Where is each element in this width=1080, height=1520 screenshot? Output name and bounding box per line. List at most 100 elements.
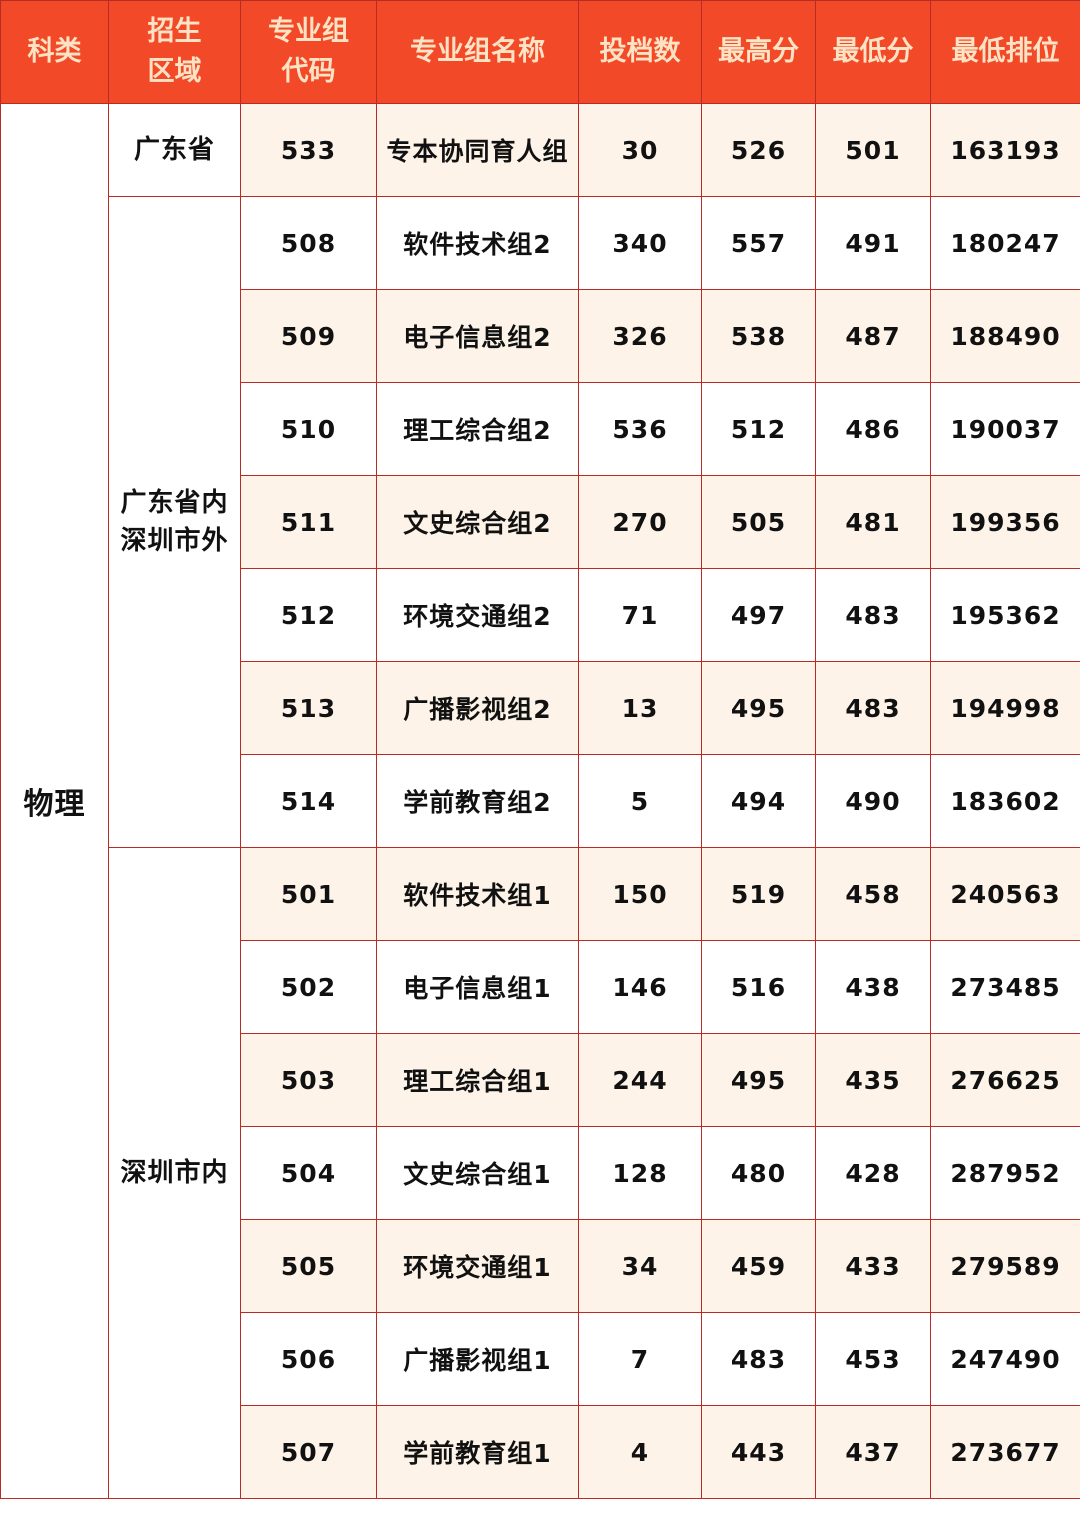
admitted-count-cell: 536	[578, 382, 702, 476]
admitted-count-cell: 5	[578, 754, 702, 848]
max-score-cell: 519	[701, 847, 816, 941]
group-name-cell: 学前教育组1	[376, 1405, 579, 1499]
group-name-cell: 软件技术组1	[376, 847, 579, 941]
min-score-header: 最低分	[815, 0, 931, 104]
group-name-cell: 理工综合组2	[376, 382, 579, 476]
admitted-count-cell: 146	[578, 940, 702, 1034]
min-rank-cell: 180247	[930, 196, 1080, 290]
table-row: 512 环境交通组2 71 497 483 195362	[1, 568, 1080, 662]
min-rank-cell: 195362	[930, 568, 1080, 662]
max-score-cell: 480	[701, 1126, 816, 1220]
group-code-cell: 512	[240, 568, 377, 662]
max-score-cell: 526	[701, 103, 816, 197]
max-score-cell: 557	[701, 196, 816, 290]
min-rank-cell: 190037	[930, 382, 1080, 476]
min-rank-cell: 240563	[930, 847, 1080, 941]
header-row: 科类 招生 区域 专业组 代码 专业组名称 投档数 最高分 最低分 最低排位	[0, 0, 1080, 104]
admitted-count-cell: 34	[578, 1219, 702, 1313]
min-rank-cell: 194998	[930, 661, 1080, 755]
group-code-cell: 533	[240, 103, 377, 197]
code-header: 专业组 代码	[240, 0, 377, 104]
min-score-cell: 453	[815, 1312, 931, 1406]
region-cell: 深圳市内	[108, 847, 241, 1499]
min-score-cell: 486	[815, 382, 931, 476]
admitted-count-cell: 128	[578, 1126, 702, 1220]
region-cell: 广东省内 深圳市外	[108, 196, 241, 848]
min-score-cell: 435	[815, 1033, 931, 1127]
max-score-cell: 483	[701, 1312, 816, 1406]
max-score-cell: 538	[701, 289, 816, 383]
group-code-cell: 508	[240, 196, 377, 290]
min-rank-cell: 287952	[930, 1126, 1080, 1220]
group-name-cell: 环境交通组1	[376, 1219, 579, 1313]
max-score-cell: 494	[701, 754, 816, 848]
group-name-cell: 电子信息组1	[376, 940, 579, 1034]
min-rank-cell: 247490	[930, 1312, 1080, 1406]
group-code-cell: 504	[240, 1126, 377, 1220]
admitted-count-cell: 13	[578, 661, 702, 755]
admitted-count-header: 投档数	[578, 0, 702, 104]
min-rank-cell: 188490	[930, 289, 1080, 383]
min-score-cell: 437	[815, 1405, 931, 1499]
max-score-cell: 443	[701, 1405, 816, 1499]
admitted-count-cell: 340	[578, 196, 702, 290]
min-score-cell: 458	[815, 847, 931, 941]
table-row: 511 文史综合组2 270 505 481 199356	[1, 475, 1080, 569]
max-score-cell: 459	[701, 1219, 816, 1313]
table-row: 513 广播影视组2 13 495 483 194998	[1, 661, 1080, 755]
admitted-count-cell: 244	[578, 1033, 702, 1127]
admitted-count-cell: 150	[578, 847, 702, 941]
min-score-cell: 501	[815, 103, 931, 197]
region-name: 深圳市内	[120, 1158, 229, 1188]
table-row: 510 理工综合组2 536 512 486 190037	[1, 382, 1080, 476]
group-name-cell: 学前教育组2	[376, 754, 579, 848]
admitted-count-cell: 326	[578, 289, 702, 383]
admitted-count-cell: 71	[578, 568, 702, 662]
admitted-count-cell: 7	[578, 1312, 702, 1406]
group-code-cell: 502	[240, 940, 377, 1034]
group-code-cell: 507	[240, 1405, 377, 1499]
min-score-cell: 481	[815, 475, 931, 569]
table-row: 504 文史综合组1 128 480 428 287952	[1, 1126, 1080, 1220]
table-row: 深圳市内 501 软件技术组1 150 519 458 240563	[1, 847, 1080, 1499]
group-name-cell: 广播影视组1	[376, 1312, 579, 1406]
max-score-cell: 495	[701, 661, 816, 755]
max-score-cell: 505	[701, 475, 816, 569]
min-rank-cell: 276625	[930, 1033, 1080, 1127]
group-code-cell: 505	[240, 1219, 377, 1313]
min-rank-cell: 183602	[930, 754, 1080, 848]
min-rank-cell: 199356	[930, 475, 1080, 569]
group-code-cell: 510	[240, 382, 377, 476]
min-score-cell: 438	[815, 940, 931, 1034]
max-score-cell: 516	[701, 940, 816, 1034]
max-score-cell: 512	[701, 382, 816, 476]
admitted-count-cell: 30	[578, 103, 702, 197]
max-score-cell: 495	[701, 1033, 816, 1127]
group-code-cell: 509	[240, 289, 377, 383]
region-header: 招生 区域	[108, 0, 241, 104]
group-name-cell: 文史综合组2	[376, 475, 579, 569]
region-name: 广东省内 深圳市外	[120, 488, 229, 556]
subject-cell: 物理	[0, 103, 109, 1499]
table-row: 物理 广东省 533 专本协同育人组 30 526 501 163193	[0, 103, 1080, 1499]
min-score-cell: 433	[815, 1219, 931, 1313]
min-rank-cell: 273677	[930, 1405, 1080, 1499]
group-name-cell: 环境交通组2	[376, 568, 579, 662]
max-score-header: 最高分	[701, 0, 816, 104]
min-rank-cell: 273485	[930, 940, 1080, 1034]
min-rank-header: 最低排位	[930, 0, 1080, 104]
admitted-count-cell: 270	[578, 475, 702, 569]
region-name: 广东省	[133, 135, 215, 165]
max-score-cell: 497	[701, 568, 816, 662]
min-score-cell: 490	[815, 754, 931, 848]
group-name-cell: 文史综合组1	[376, 1126, 579, 1220]
group-name-cell: 专本协同育人组	[376, 103, 579, 197]
group-code-cell: 511	[240, 475, 377, 569]
table-row: 502 电子信息组1 146 516 438 273485	[1, 940, 1080, 1034]
group-name-cell: 广播影视组2	[376, 661, 579, 755]
admitted-count-cell: 4	[578, 1405, 702, 1499]
group-code-cell: 503	[240, 1033, 377, 1127]
min-score-cell: 491	[815, 196, 931, 290]
region-cell: 广东省	[108, 103, 241, 197]
